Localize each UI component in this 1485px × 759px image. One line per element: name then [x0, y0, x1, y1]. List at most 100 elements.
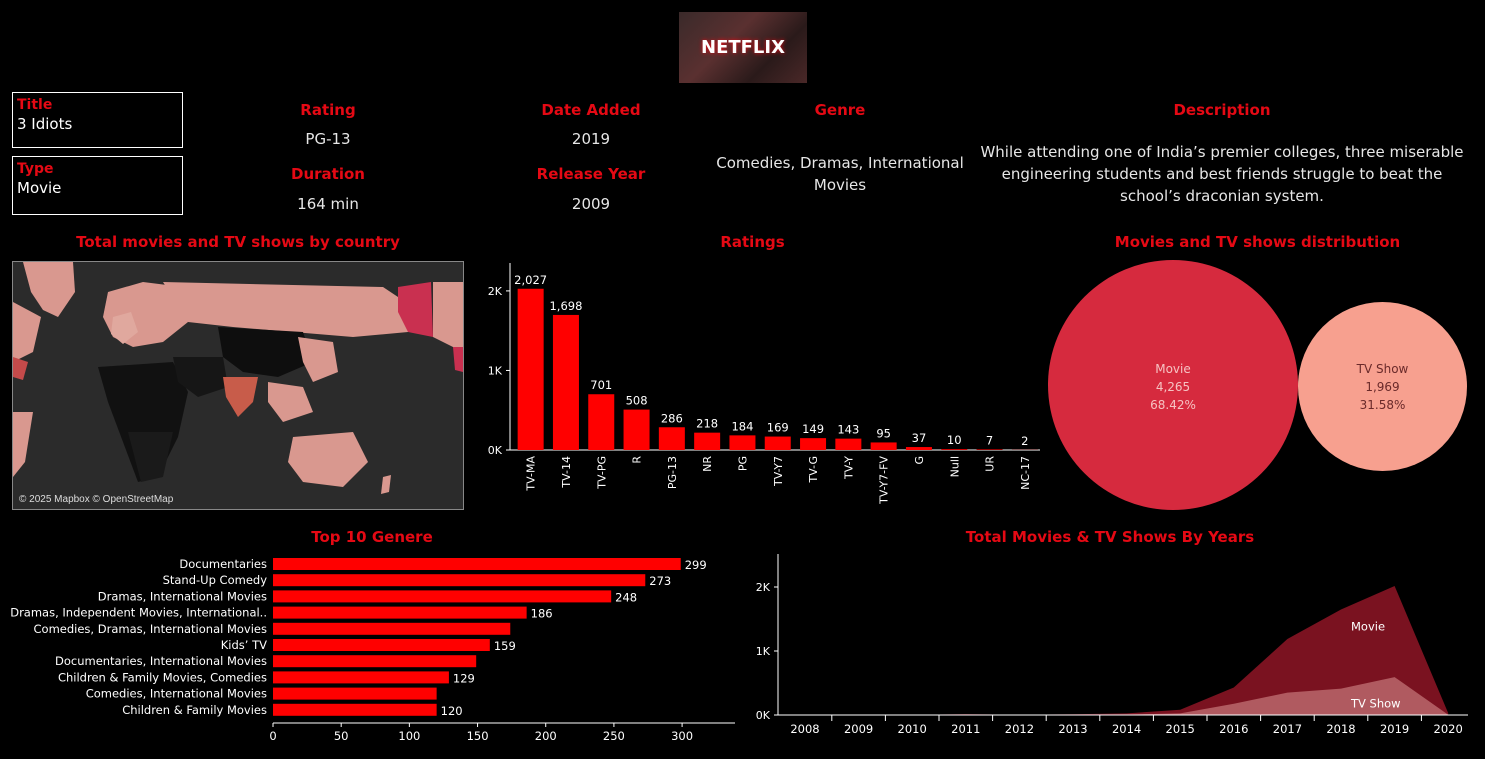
tvshow-bubble-value: 1,969	[1365, 380, 1400, 394]
ratings-bar-chart: 0K 1K 2K 2,027 TV-MA 1,698 TV-14 701 TV-PG 508 R 28…	[488, 263, 1040, 505]
years-xtick-label: 2012	[1005, 722, 1034, 736]
movie-series-label: Movie	[1351, 620, 1385, 634]
tvshow-bubble: TV Show 1,969 31.58%	[1298, 302, 1467, 471]
ratings-ytick-label: 1K	[488, 364, 503, 377]
years-ytick-label: 1K	[756, 645, 771, 658]
years-xtick-label: 2016	[1219, 722, 1248, 736]
duration-value: 164 min	[297, 195, 359, 213]
south-america-shape	[13, 412, 33, 477]
genre-xtick-label: 300	[671, 729, 693, 743]
movie-bubble-percent: 68.42%	[1150, 398, 1196, 412]
ratings-category-label: TV-Y7	[772, 456, 785, 487]
ratings-bar	[623, 409, 650, 450]
ratings-bar-label: 143	[837, 423, 859, 437]
ratings-category-label: Null	[948, 456, 961, 477]
tvshow-bubble-label: TV Show	[1356, 362, 1409, 376]
netflix-logo-text: NETFLIX	[701, 37, 785, 58]
genre-bar	[273, 574, 646, 587]
ratings-bar-label: 149	[802, 422, 824, 436]
russia-shape	[163, 282, 413, 337]
genre-value-label: 299	[685, 558, 707, 572]
ratings-bar	[694, 432, 721, 450]
genre-bar	[273, 639, 490, 651]
tvshow-area	[805, 677, 1449, 715]
rating-label: Rating	[300, 101, 356, 119]
genre-value-label: 129	[453, 671, 475, 685]
genre-category-label: Dramas, Independent Movies, Internationa…	[10, 606, 267, 620]
years-xtick-label: 2011	[951, 722, 980, 736]
ratings-category-label: TV-Y	[842, 456, 855, 480]
description-label: Description	[1173, 101, 1271, 119]
ratings-bar-label: 2,027	[514, 273, 547, 287]
ratings-category-label: UR	[984, 456, 997, 472]
ratings-bar	[552, 314, 579, 450]
ratings-category-label: PG	[736, 456, 749, 471]
middle-east-shape	[173, 357, 228, 397]
genre-value-label: 186	[531, 607, 553, 621]
ratings-bar-label: 184	[731, 419, 753, 433]
genre-bar	[273, 558, 681, 570]
years-chart-title: Total Movies & TV Shows By Years	[965, 528, 1255, 546]
title-label: Title	[17, 97, 53, 113]
world-map[interactable]: © 2025 Mapbox © OpenStreetMap	[12, 261, 464, 510]
genre-bar-chart: Documentaries 299 Stand-Up Comedy 273 Dramas…	[10, 557, 735, 743]
duration-label: Duration	[291, 165, 365, 183]
genre-label: Genre	[814, 101, 866, 119]
ratings-bar-label: 286	[661, 411, 683, 425]
ratings-bar-label: 95	[876, 426, 891, 440]
ratings-bar-label: 701	[590, 378, 612, 392]
alaska-shape	[398, 282, 433, 337]
genre-xtick-label: 100	[398, 729, 420, 743]
ratings-bar	[588, 394, 615, 450]
north-america-shape	[13, 302, 41, 362]
australia-shape	[288, 432, 368, 487]
years-xtick-label: 2014	[1112, 722, 1141, 736]
ratings-category-label: TV-PG	[595, 456, 608, 490]
years-xtick-label: 2008	[790, 722, 819, 736]
date-added-label: Date Added	[541, 101, 641, 119]
genre-category-label: Documentaries	[179, 557, 267, 571]
ratings-chart-title: Ratings	[720, 233, 785, 251]
ratings-ytick-label: 0K	[488, 444, 503, 457]
east-asia-shape	[298, 337, 338, 382]
years-xtick-label: 2010	[898, 722, 927, 736]
ratings-category-label: NR	[701, 456, 714, 472]
china-shape	[218, 327, 313, 377]
type-value: Movie	[17, 179, 62, 197]
ratings-bar	[905, 447, 932, 450]
movie-area	[805, 585, 1449, 715]
genre-category-label: Stand-Up Comedy	[163, 573, 268, 587]
genre-xtick-label: 50	[334, 729, 349, 743]
years-xtick-label: 2019	[1380, 722, 1409, 736]
genre-category-label: Comedies, Dramas, International Movies	[34, 622, 267, 636]
tvshow-bubble-percent: 31.58%	[1359, 398, 1406, 412]
release-year-label: Release Year	[536, 165, 646, 183]
genre-xtick-label: 150	[467, 729, 489, 743]
ratings-category-label: R	[631, 456, 644, 464]
ratings-bar	[729, 435, 756, 450]
genre-category-label: Children & Family Movies	[122, 703, 267, 717]
ratings-category-label: TV-14	[560, 456, 573, 489]
ratings-bar	[800, 438, 827, 450]
genre-value-label: 248	[615, 590, 637, 604]
years-xtick-label: 2020	[1434, 722, 1463, 736]
ratings-bar-label: 7	[986, 433, 993, 447]
map-attribution: © 2025 Mapbox © OpenStreetMap	[19, 494, 174, 505]
genre-bar	[273, 590, 612, 603]
ratings-bar-label: 218	[696, 417, 718, 431]
north-america-east-shape	[13, 357, 28, 380]
ratings-bar-label: 1,698	[549, 299, 582, 313]
genre-bar	[273, 655, 477, 668]
description-value: While attending one of India’s premier c…	[980, 143, 1464, 205]
ratings-bar-label: 10	[947, 433, 962, 447]
genre-bar	[273, 703, 437, 716]
genre-category-label: Documentaries, International Movies	[55, 654, 267, 668]
years-area-chart: 0K 1K 2K 2008 2009 2010 2011 2012 2013 2014 2015 20…	[756, 554, 1468, 736]
genre-chart-title: Top 10 Genere	[311, 528, 433, 546]
ratings-bar	[517, 288, 544, 450]
years-xtick-label: 2018	[1326, 722, 1355, 736]
ratings-category-label: TV-MA	[525, 456, 538, 492]
ratings-bar-label: 37	[912, 431, 927, 445]
genre-value-label: 159	[494, 639, 516, 653]
india-shape	[223, 377, 258, 417]
